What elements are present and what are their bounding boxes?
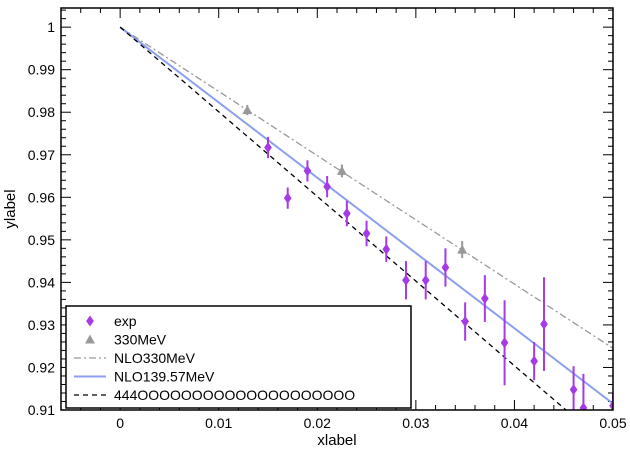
x-tick-label: 0: [116, 415, 124, 431]
data-point-exp: [461, 316, 469, 328]
data-point-exp: [323, 181, 331, 193]
y-tick-label: 1: [47, 19, 55, 35]
data-point-exp: [441, 261, 450, 273]
series-line-NLO330MeV: [119, 26, 613, 349]
x-tick-label: 0.01: [205, 415, 232, 431]
x-tick-label: 0.02: [304, 415, 331, 431]
data-point-330MeV: [242, 105, 253, 115]
data-point-330MeV: [457, 244, 468, 254]
y-tick-label: 0.95: [28, 232, 55, 248]
data-point-exp: [264, 142, 272, 154]
legend-swatch: [85, 334, 95, 344]
x-axis-title: xlabel: [317, 432, 356, 449]
y-tick-label: 0.94: [28, 274, 55, 290]
data-point-exp: [609, 400, 613, 410]
data-point-exp: [402, 274, 410, 286]
axis-ticks: 0 0.01 0.02 0.03 0.04 0.05 0.91 0.92 0.93 0.94 0.9…: [28, 8, 627, 431]
legend-label: exp: [114, 313, 137, 329]
legend-label: NLO330MeV: [114, 350, 196, 366]
y-tick-label: 0.93: [28, 317, 55, 333]
series-layer: [119, 26, 613, 410]
legend-swatch: [86, 315, 94, 327]
data-point-exp: [579, 402, 588, 410]
data-point-exp: [530, 355, 538, 367]
data-point-exp: [382, 243, 391, 255]
y-tick-label: 0.98: [28, 104, 55, 120]
legend-label: NLO139.57MeV: [114, 369, 215, 385]
y-tick-label: 0.92: [28, 359, 55, 375]
y-tick-label: 0.91: [28, 402, 55, 418]
data-point-exp: [303, 165, 312, 177]
x-tick-label: 0.04: [501, 415, 528, 431]
y-tick-label: 0.99: [28, 62, 55, 78]
data-point-exp: [421, 274, 430, 286]
data-point-exp: [283, 192, 292, 204]
data-point-exp: [540, 318, 548, 330]
x-tick-label: 0.05: [599, 415, 626, 431]
data-point-exp: [481, 293, 489, 305]
data-point-exp: [569, 384, 578, 396]
series-line-NLO139.57MeV: [119, 26, 613, 405]
data-point-exp: [362, 227, 371, 239]
y-axis-title: ylabel: [2, 189, 19, 228]
plot-frame: [60, 7, 614, 411]
x-tick-label: 0.03: [402, 415, 429, 431]
legend-label: 330MeV: [114, 332, 167, 348]
y-tick-label: 0.96: [28, 189, 55, 205]
legend-label: 444OOOOOOOOOOOOOOOOOOOO: [114, 387, 355, 403]
data-point-exp: [343, 207, 351, 219]
y-tick-label: 0.97: [28, 147, 55, 163]
legend-box: [65, 305, 412, 409]
data-point-330MeV: [336, 165, 347, 175]
data-point-exp: [500, 337, 509, 349]
legend: exp 330MeV NLO330MeV NLO139.57MeV 444OOOOOOO…: [65, 305, 412, 409]
